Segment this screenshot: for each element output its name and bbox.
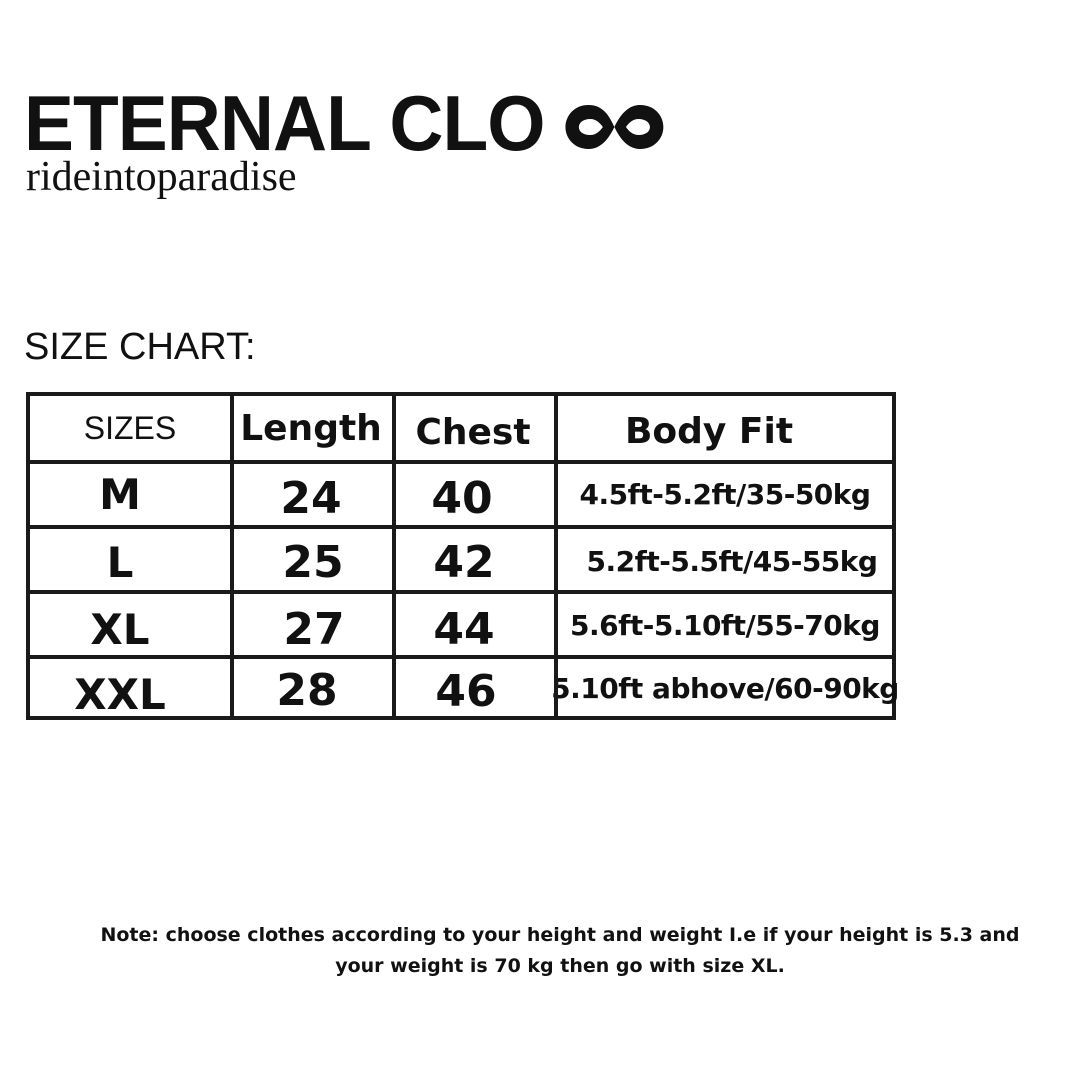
body-fit-cell: 5.2ft-5.5ft/45-55kg: [586, 545, 878, 578]
length-cell: 24: [280, 473, 342, 524]
brand-tagline: rideintoparadise: [26, 154, 297, 200]
body-fit-cell: 5.10ft abhove/60-90kg: [551, 672, 899, 705]
header-sizes: SIZES: [83, 409, 177, 446]
table-divider: [30, 525, 892, 529]
table-divider: [554, 396, 558, 716]
header-chest: Chest: [415, 411, 531, 453]
body-fit-cell: 4.5ft-5.2ft/35-50kg: [579, 478, 871, 511]
length-cell: 25: [282, 537, 344, 588]
chest-cell: 40: [431, 473, 493, 524]
length-cell: 27: [283, 604, 345, 655]
table-row: XL 27 44 5.6ft-5.10ft/55-70kg: [30, 594, 892, 655]
infinity-icon: [565, 105, 664, 149]
size-cell: XXL: [74, 670, 166, 719]
table-row: L 25 42 5.2ft-5.5ft/45-55kg: [30, 529, 892, 590]
table-header-row: SIZES Length Chest Body Fit: [30, 396, 892, 460]
header-body-fit: Body Fit: [624, 410, 794, 452]
size-cell: M: [99, 470, 141, 519]
header-length: Length: [240, 407, 382, 449]
chest-cell: 46: [435, 666, 497, 717]
body-fit-cell: 5.6ft-5.10ft/55-70kg: [570, 609, 880, 642]
brand-name: ETERNAL CLO: [24, 79, 546, 167]
chest-cell: 42: [433, 537, 495, 588]
size-chart-table: SIZES Length Chest Body Fit M 24 40 4.5f…: [26, 392, 899, 720]
size-chart-heading: SIZE CHART:: [24, 326, 256, 368]
length-cell: 28: [276, 665, 338, 716]
table-row: XXL 28 46 5.10ft abhove/60-90kg: [30, 659, 899, 719]
brand-title: ETERNAL CLO: [24, 84, 667, 162]
table-divider: [230, 396, 234, 716]
table-row: M 24 40 4.5ft-5.2ft/35-50kg: [30, 464, 892, 525]
size-cell: XL: [90, 605, 150, 654]
size-note: Note: choose clothes according to your h…: [100, 924, 1020, 977]
chest-cell: 44: [433, 604, 495, 655]
table-divider: [30, 590, 892, 594]
table-divider: [392, 396, 396, 716]
size-cell: L: [106, 538, 134, 587]
table-divider: [30, 460, 892, 464]
table-divider: [30, 655, 892, 659]
